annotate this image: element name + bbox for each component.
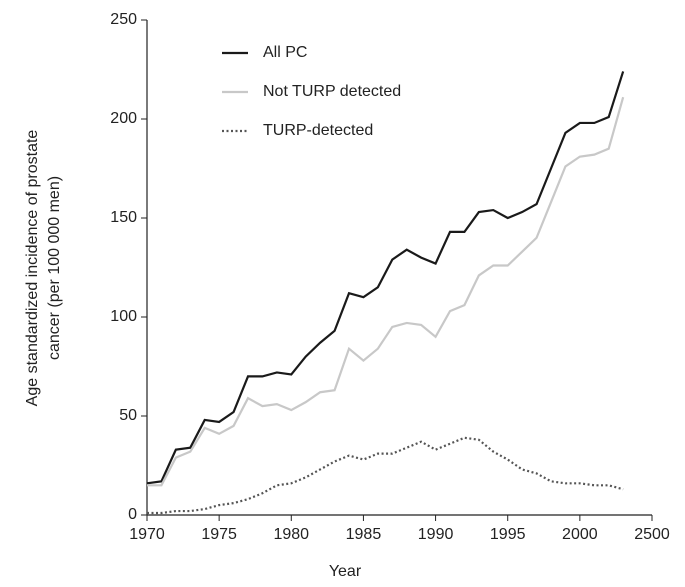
x-tick-label: 1985: [346, 526, 382, 543]
x-tick-label: 2000: [562, 526, 598, 543]
x-axis-label: Year: [329, 563, 362, 580]
y-axis-label: Age standardized incidence of prostate: [24, 130, 41, 407]
y-tick-label: 200: [110, 110, 137, 127]
y-tick-label: 0: [128, 506, 137, 523]
x-tick-label: 1995: [490, 526, 526, 543]
x-tick-label: 1990: [418, 526, 454, 543]
legend-label: All PC: [263, 44, 307, 61]
series-line: [147, 436, 624, 515]
y-tick-label: 100: [110, 308, 137, 325]
x-tick-label: 1980: [273, 526, 309, 543]
x-tick-label: 1975: [201, 526, 237, 543]
y-tick-label: 150: [110, 209, 137, 226]
legend-label: Not TURP detected: [263, 83, 401, 100]
series-line: [147, 96, 625, 487]
y-axis-label: cancer (per 100 000 men): [46, 176, 63, 360]
series-line: [146, 71, 625, 485]
x-tick-label: 2500: [634, 526, 670, 543]
y-tick-label: 50: [119, 407, 137, 424]
legend-label: TURP-detected: [263, 122, 373, 139]
y-tick-label: 250: [110, 11, 137, 28]
x-tick-label: 1970: [129, 526, 165, 543]
